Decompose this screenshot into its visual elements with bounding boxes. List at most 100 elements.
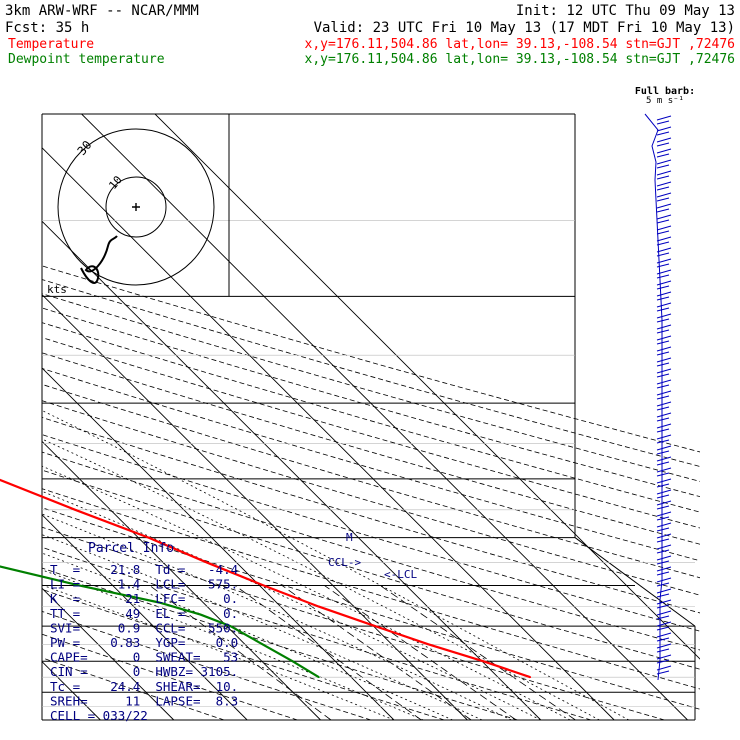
wind-barb xyxy=(656,115,672,125)
profile-point xyxy=(291,660,294,663)
isotherm-line xyxy=(42,440,321,721)
profile-point xyxy=(78,584,81,587)
init-time: Init: 12 UTC Thu 09 May 13 xyxy=(516,3,735,19)
profile-point xyxy=(482,660,485,663)
mixing-ratio-line xyxy=(281,585,472,721)
hodograph-unit: kts xyxy=(47,283,67,296)
isotherm-line xyxy=(154,114,700,660)
isotherm-line xyxy=(0,114,27,720)
hodograph-ring-inner xyxy=(105,176,167,238)
wind-barb xyxy=(656,390,672,400)
parcel-info-row: CAPE= 0 SWEAT= 53 xyxy=(50,650,238,665)
mixing-ratio-line xyxy=(149,585,332,721)
wind-barb xyxy=(656,599,672,609)
parcel-info-row: K = 21 LFC= 0. xyxy=(50,591,238,606)
dewpoint-legend: Dewpoint temperature xyxy=(8,52,165,67)
profile-point xyxy=(147,536,150,539)
isotherm-line xyxy=(81,114,688,721)
wind-barb xyxy=(656,368,672,378)
wind-barb xyxy=(656,665,672,675)
hodograph: 30 10 kts xyxy=(47,114,230,296)
wind-barb xyxy=(656,324,672,334)
wind-barb-column: Full barb: 5 m s⁻¹ xyxy=(635,86,695,681)
mixing-ratio-line xyxy=(380,585,576,721)
wind-barb xyxy=(656,137,672,147)
wind-barb xyxy=(656,203,672,213)
wind-barb xyxy=(656,192,672,202)
wind-barb xyxy=(656,159,672,169)
mixing-ratio-line xyxy=(324,585,517,721)
parcel-info-box: Parcel Info T = 21.8 Td = -4.4LI = 1.4 L… xyxy=(50,541,238,723)
temperature-station-info: x,y=176.11,504.86 lat,lon= 39.13,-108.54… xyxy=(305,37,735,52)
mixing-ratio-line xyxy=(234,585,422,721)
wind-barb xyxy=(656,489,672,499)
hodograph-center-icon xyxy=(132,203,140,211)
wind-barb xyxy=(656,148,672,158)
mixing-ratio-lines xyxy=(149,585,576,721)
parcel-info-row: LI = 1.4 LCL= 575. xyxy=(50,577,238,592)
wind-barb xyxy=(656,423,672,433)
parcel-info-title: Parcel Info xyxy=(88,541,174,556)
dewpoint-station-info: x,y=176.11,504.86 lat,lon= 39.13,-108.54… xyxy=(305,52,735,67)
profile-point xyxy=(199,613,202,616)
barb-legend-title: Full barb: xyxy=(635,86,695,97)
wind-barb xyxy=(656,401,672,411)
model-title: 3km ARW-WRF -- NCAR/MMM xyxy=(5,3,199,19)
moist-adiabat xyxy=(42,534,483,721)
dewpoint-points xyxy=(78,584,320,678)
wind-barb xyxy=(656,621,672,631)
temperature-legend: Temperature xyxy=(8,37,94,52)
isotherm-line xyxy=(42,220,542,721)
wind-barb xyxy=(656,291,672,301)
wind-barb xyxy=(656,500,672,510)
wind-barb xyxy=(656,467,672,477)
parcel-info-row: SREH= 11 LAPSE= 8.3 xyxy=(50,693,238,708)
wind-barb xyxy=(656,181,672,191)
wind-barb xyxy=(656,302,672,312)
wind-barb xyxy=(656,566,672,576)
profile-point xyxy=(74,509,76,511)
profile-point xyxy=(229,625,232,627)
wind-barb xyxy=(656,588,672,598)
wind-barb xyxy=(656,225,672,235)
profile-point xyxy=(318,676,320,678)
wind-barb xyxy=(656,434,672,444)
parcel-info-row: T = 21.8 Td = -4.4 xyxy=(50,562,238,577)
isotherm-line xyxy=(42,293,468,721)
wind-barb xyxy=(656,214,672,224)
wind-barb xyxy=(656,478,672,488)
wind-barb xyxy=(656,643,672,653)
profile-point xyxy=(261,643,264,646)
profile-point xyxy=(427,643,430,646)
m-marker: M xyxy=(346,531,353,544)
isotherm-line xyxy=(42,587,175,721)
profile-point xyxy=(529,676,532,678)
wind-barb xyxy=(656,357,672,367)
isotherm-line xyxy=(42,147,615,721)
wind-barb xyxy=(656,236,672,246)
parcel-info-row: CELL = 033/22 xyxy=(50,708,148,723)
isotherm-line xyxy=(42,514,248,721)
ccl-marker: CCL-> xyxy=(328,556,361,569)
parcel-info-row: SVI= 0.9 CCL= 550. xyxy=(50,620,238,635)
parcel-info-row: CIN = 0 HWBZ= 3105. xyxy=(50,664,238,679)
wind-barb xyxy=(656,445,672,455)
barb-legend-unit: 5 m s⁻¹ xyxy=(646,96,684,106)
wind-barb xyxy=(656,610,672,620)
lcl-marker: <-LCL xyxy=(384,568,417,581)
wind-barb xyxy=(656,258,672,268)
valid-time: Valid: 23 UTC Fri 10 May 13 (17 MDT Fri … xyxy=(314,20,735,36)
wind-barb xyxy=(656,456,672,466)
wind-barb xyxy=(656,533,672,543)
moist-adiabat xyxy=(42,438,600,721)
wind-barb xyxy=(656,269,672,279)
wind-barb xyxy=(656,544,672,554)
wind-barb xyxy=(656,577,672,587)
wind-barb xyxy=(656,247,672,257)
parcel-info-row: Tc = 24.4 SHEAR= 10. xyxy=(50,679,238,694)
profile-point xyxy=(374,625,376,627)
profile-point xyxy=(206,561,209,564)
wind-barb xyxy=(656,379,672,389)
wind-barb xyxy=(656,632,672,642)
